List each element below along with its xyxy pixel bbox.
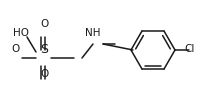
Text: Cl: Cl <box>184 44 195 54</box>
Text: O: O <box>11 44 20 54</box>
Text: HO: HO <box>13 28 29 38</box>
Text: S: S <box>40 43 48 55</box>
Text: O: O <box>40 69 48 79</box>
Text: NH: NH <box>85 28 101 38</box>
Text: O: O <box>40 19 48 29</box>
